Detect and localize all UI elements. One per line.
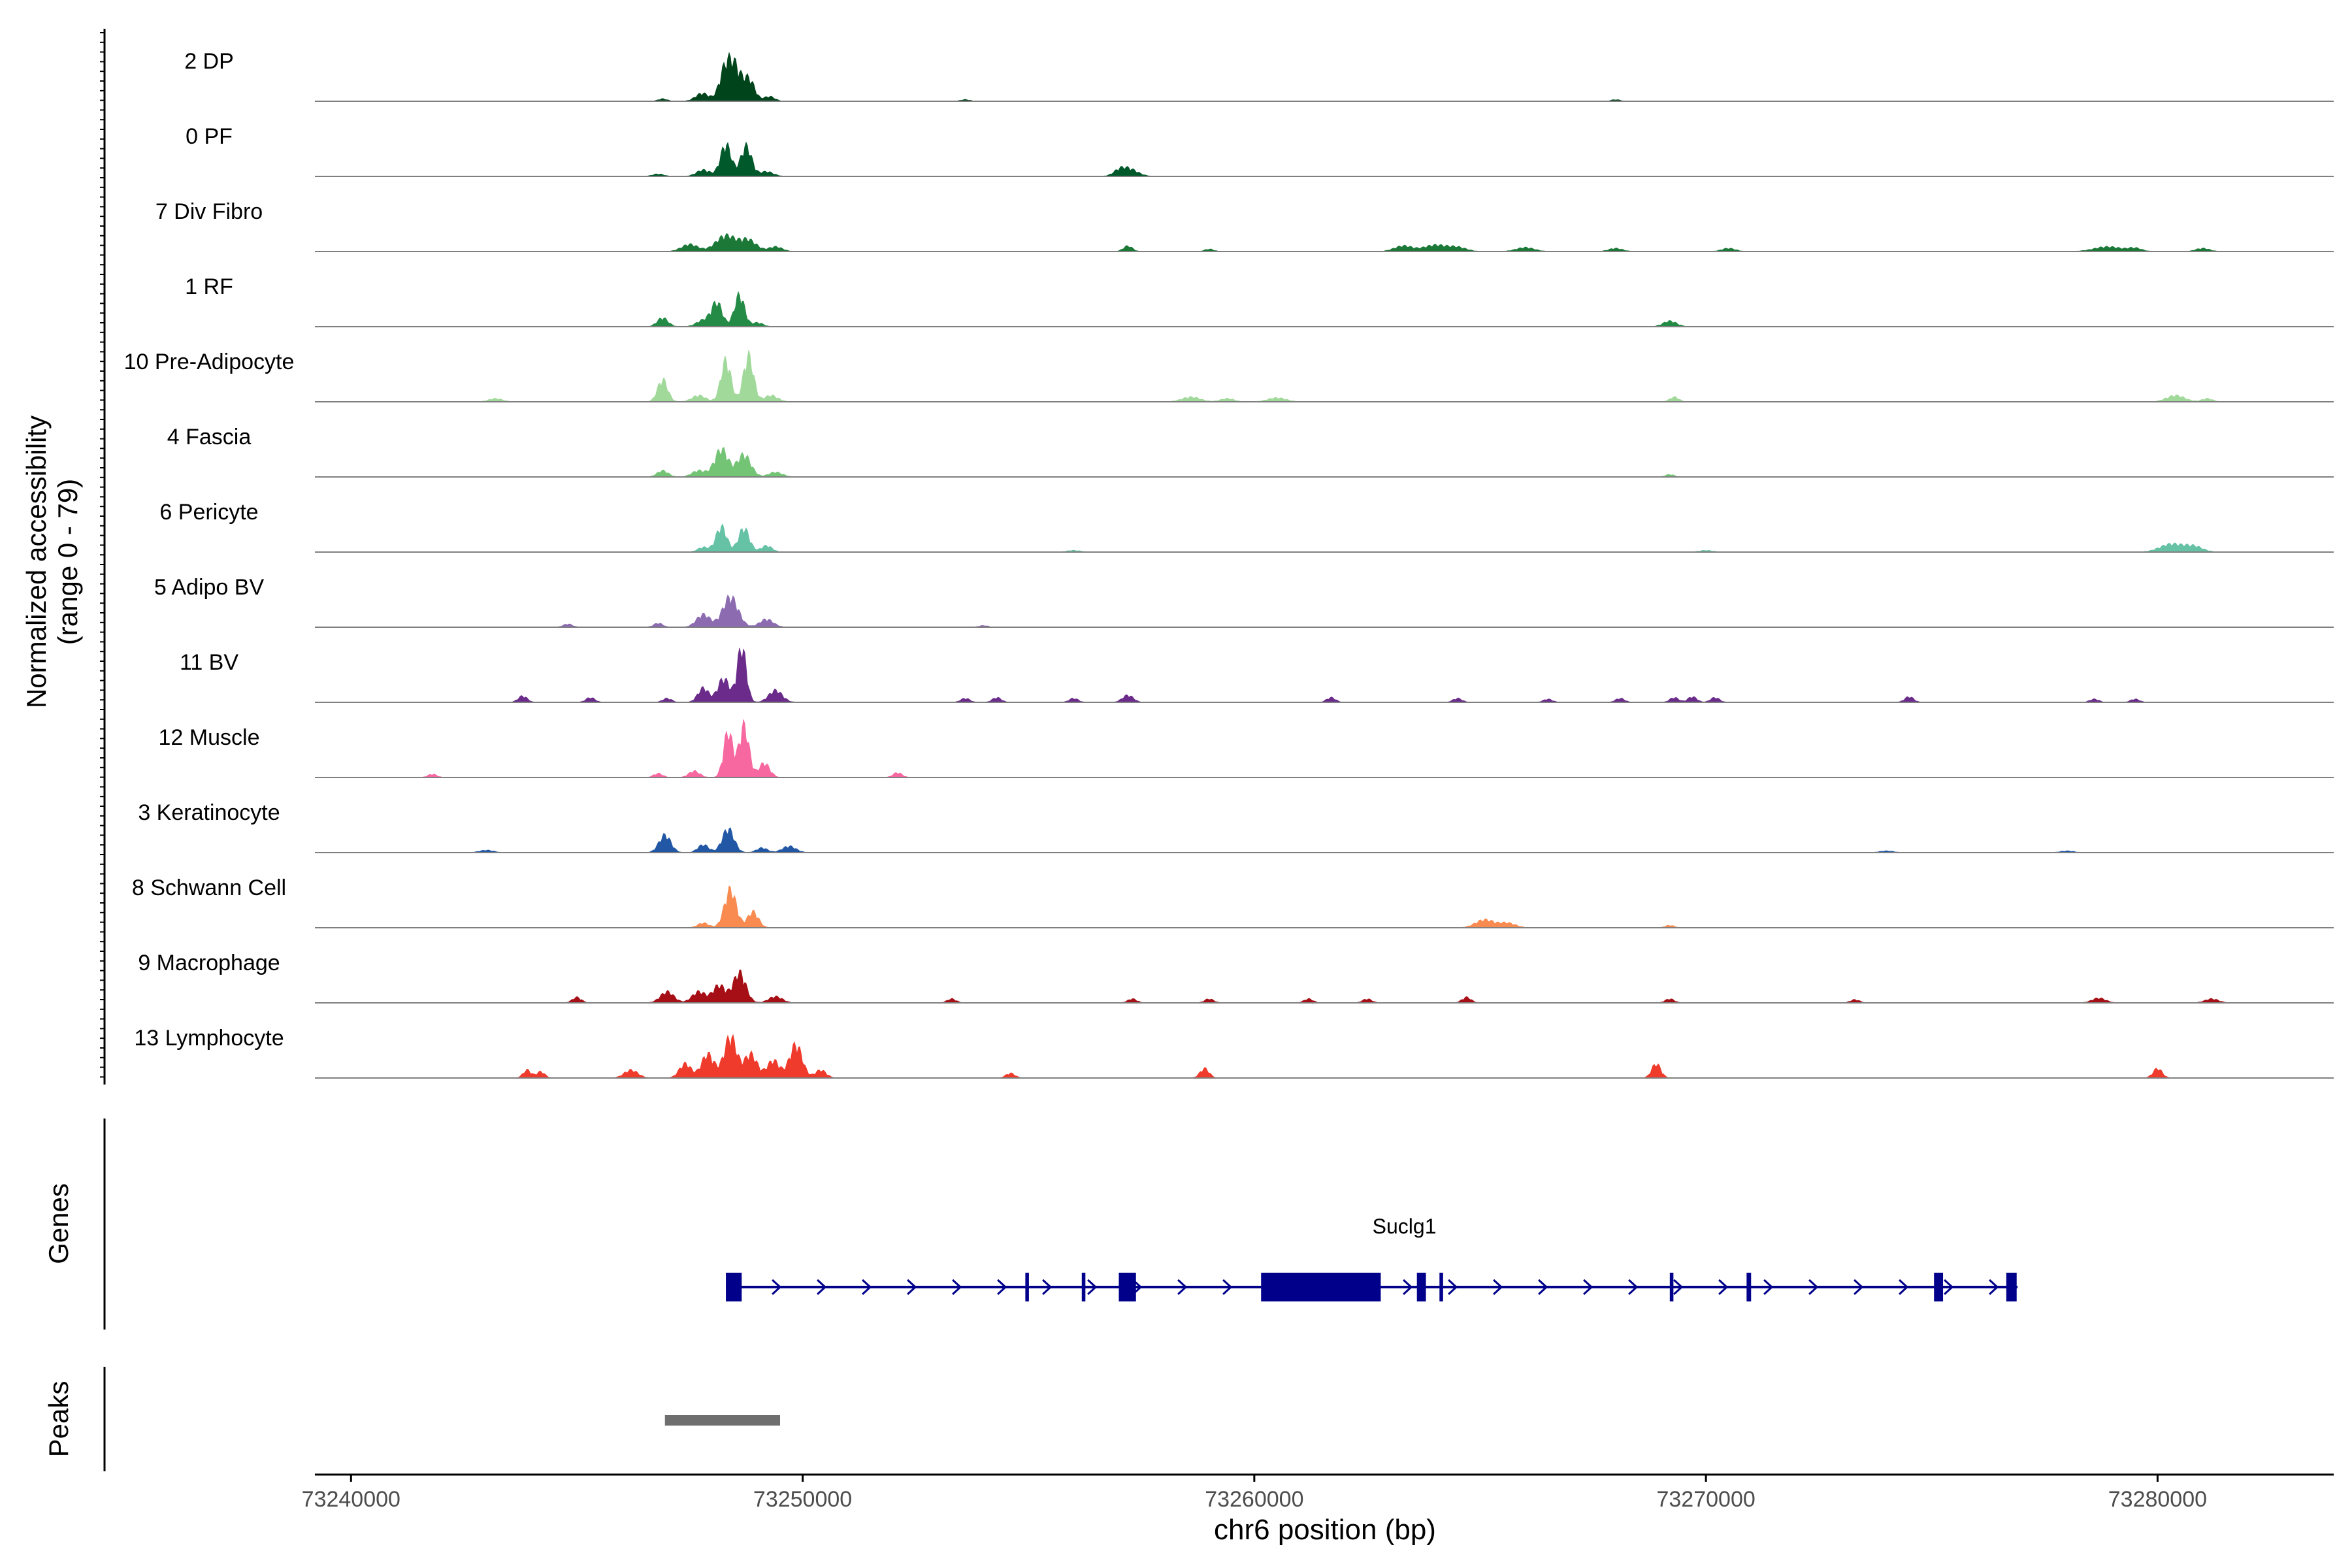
strand-arrow	[817, 1279, 827, 1296]
coverage-area	[315, 827, 2334, 853]
strand-arrow	[1854, 1279, 1864, 1296]
coverage-area	[315, 291, 2334, 327]
strand-arrow	[1808, 1279, 1819, 1296]
strand-arrow	[1989, 1279, 1999, 1296]
exon	[1416, 1273, 1426, 1301]
track-label: 12 Muscle	[159, 725, 260, 750]
strand-arrow	[907, 1279, 917, 1296]
strand-arrow	[1673, 1279, 1684, 1296]
strand-arrow	[772, 1279, 782, 1296]
track-label: 7 Div Fibro	[155, 199, 263, 224]
track-12: 8 Schwann Cell	[132, 875, 2334, 928]
strand-arrow	[1718, 1279, 1729, 1296]
track-4: 1 RF	[185, 274, 2334, 327]
track-8: 5 Adipo BV	[154, 575, 2334, 628]
coverage-y-axis	[100, 29, 106, 1085]
track-label: 11 BV	[180, 650, 238, 675]
coverage-area	[315, 594, 2334, 628]
track-9: 11 BV	[180, 647, 2334, 703]
coverage-area	[315, 647, 2334, 703]
track-label: 13 Lymphocyte	[134, 1026, 284, 1051]
exon	[1119, 1273, 1136, 1301]
track-label: 6 Pericyte	[159, 500, 258, 525]
coverage-area	[315, 141, 2334, 177]
coverage-area	[315, 52, 2334, 102]
x-tick-label: 73270000	[1656, 1487, 1755, 1512]
strand-arrow	[1628, 1279, 1639, 1296]
track-2: 0 PF	[186, 124, 2334, 177]
x-axis-label: chr6 position (bp)	[1214, 1514, 1436, 1546]
exon	[2006, 1273, 2017, 1301]
strand-arrow	[1583, 1279, 1593, 1296]
track-3: 7 Div Fibro	[155, 199, 2334, 252]
track-14: 13 Lymphocyte	[134, 1026, 2334, 1079]
coverage-area	[315, 447, 2334, 478]
coverage-tracks: 2 DP 0 PF 7 Div Fibro 1 RF 10 Pre-Adipocyte 4…	[124, 49, 2334, 1079]
track-label: 5 Adipo BV	[154, 575, 265, 600]
gene-label: Suclg1	[1373, 1215, 1437, 1238]
x-tick-label: 73250000	[753, 1487, 852, 1512]
coverage-area	[315, 719, 2334, 778]
track-label: 10 Pre-Adipocyte	[124, 350, 295, 374]
track-10: 12 Muscle	[159, 719, 2334, 778]
exon	[1746, 1273, 1752, 1301]
peak-region	[664, 1415, 781, 1426]
x-tick-label: 73260000	[1205, 1487, 1303, 1512]
coverage-area	[315, 233, 2334, 252]
track-1: 2 DP	[184, 49, 2334, 102]
exon	[1081, 1273, 1086, 1301]
genes-panel: Suclg1	[726, 1215, 2018, 1301]
x-tick-label: 73240000	[302, 1487, 400, 1512]
track-7: 6 Pericyte	[159, 500, 2334, 553]
x-tick-label: 73280000	[2108, 1487, 2207, 1512]
track-label: 3 Keratinocyte	[138, 800, 280, 825]
strand-arrow	[1538, 1279, 1548, 1296]
coverage-area	[315, 885, 2334, 928]
coverage-area	[315, 1034, 2334, 1079]
coverage-y-label-line2: (range 0 - 79)	[52, 479, 83, 645]
track-6: 4 Fascia	[167, 425, 2334, 478]
strand-arrow	[1899, 1279, 1909, 1296]
coverage-y-label-line1: Normalized accessibility	[21, 416, 52, 708]
gene-Suclg1: Suclg1	[726, 1215, 2018, 1301]
track-11: 3 Keratinocyte	[138, 800, 2334, 853]
exon	[1261, 1273, 1381, 1301]
peaks-y-label: Peaks	[43, 1381, 74, 1458]
strand-arrow	[1763, 1279, 1774, 1296]
coverage-area	[315, 970, 2334, 1004]
strand-arrow	[1177, 1279, 1188, 1296]
track-label: 9 Macrophage	[138, 951, 280, 975]
genes-y-label: Genes	[43, 1183, 74, 1264]
peaks-panel	[664, 1415, 781, 1426]
track-label: 8 Schwann Cell	[132, 875, 286, 900]
exon	[1025, 1273, 1029, 1301]
exon	[1669, 1273, 1674, 1301]
strand-arrow	[862, 1279, 872, 1296]
exon	[726, 1273, 742, 1301]
strand-arrow	[1403, 1279, 1413, 1296]
strand-arrow	[1042, 1279, 1053, 1296]
strand-arrow	[997, 1279, 1007, 1296]
exon	[1934, 1273, 1944, 1301]
track-5: 10 Pre-Adipocyte	[124, 350, 2334, 402]
strand-arrow	[1222, 1279, 1233, 1296]
track-label: 2 DP	[184, 49, 234, 74]
coverage-area	[315, 523, 2334, 553]
strand-arrow	[1944, 1279, 1954, 1296]
strand-arrow	[952, 1279, 962, 1296]
strand-arrow	[1448, 1279, 1458, 1296]
coverage-area	[315, 350, 2334, 402]
strand-arrow	[1493, 1279, 1503, 1296]
exon	[1439, 1273, 1443, 1301]
strand-arrow	[1087, 1279, 1098, 1296]
track-label: 1 RF	[185, 274, 233, 299]
track-13: 9 Macrophage	[138, 951, 2334, 1004]
track-label: 0 PF	[186, 124, 233, 149]
x-axis: 73240000 73250000 73260000 73270000 73280000	[302, 1473, 2334, 1512]
track-label: 4 Fascia	[167, 425, 252, 449]
